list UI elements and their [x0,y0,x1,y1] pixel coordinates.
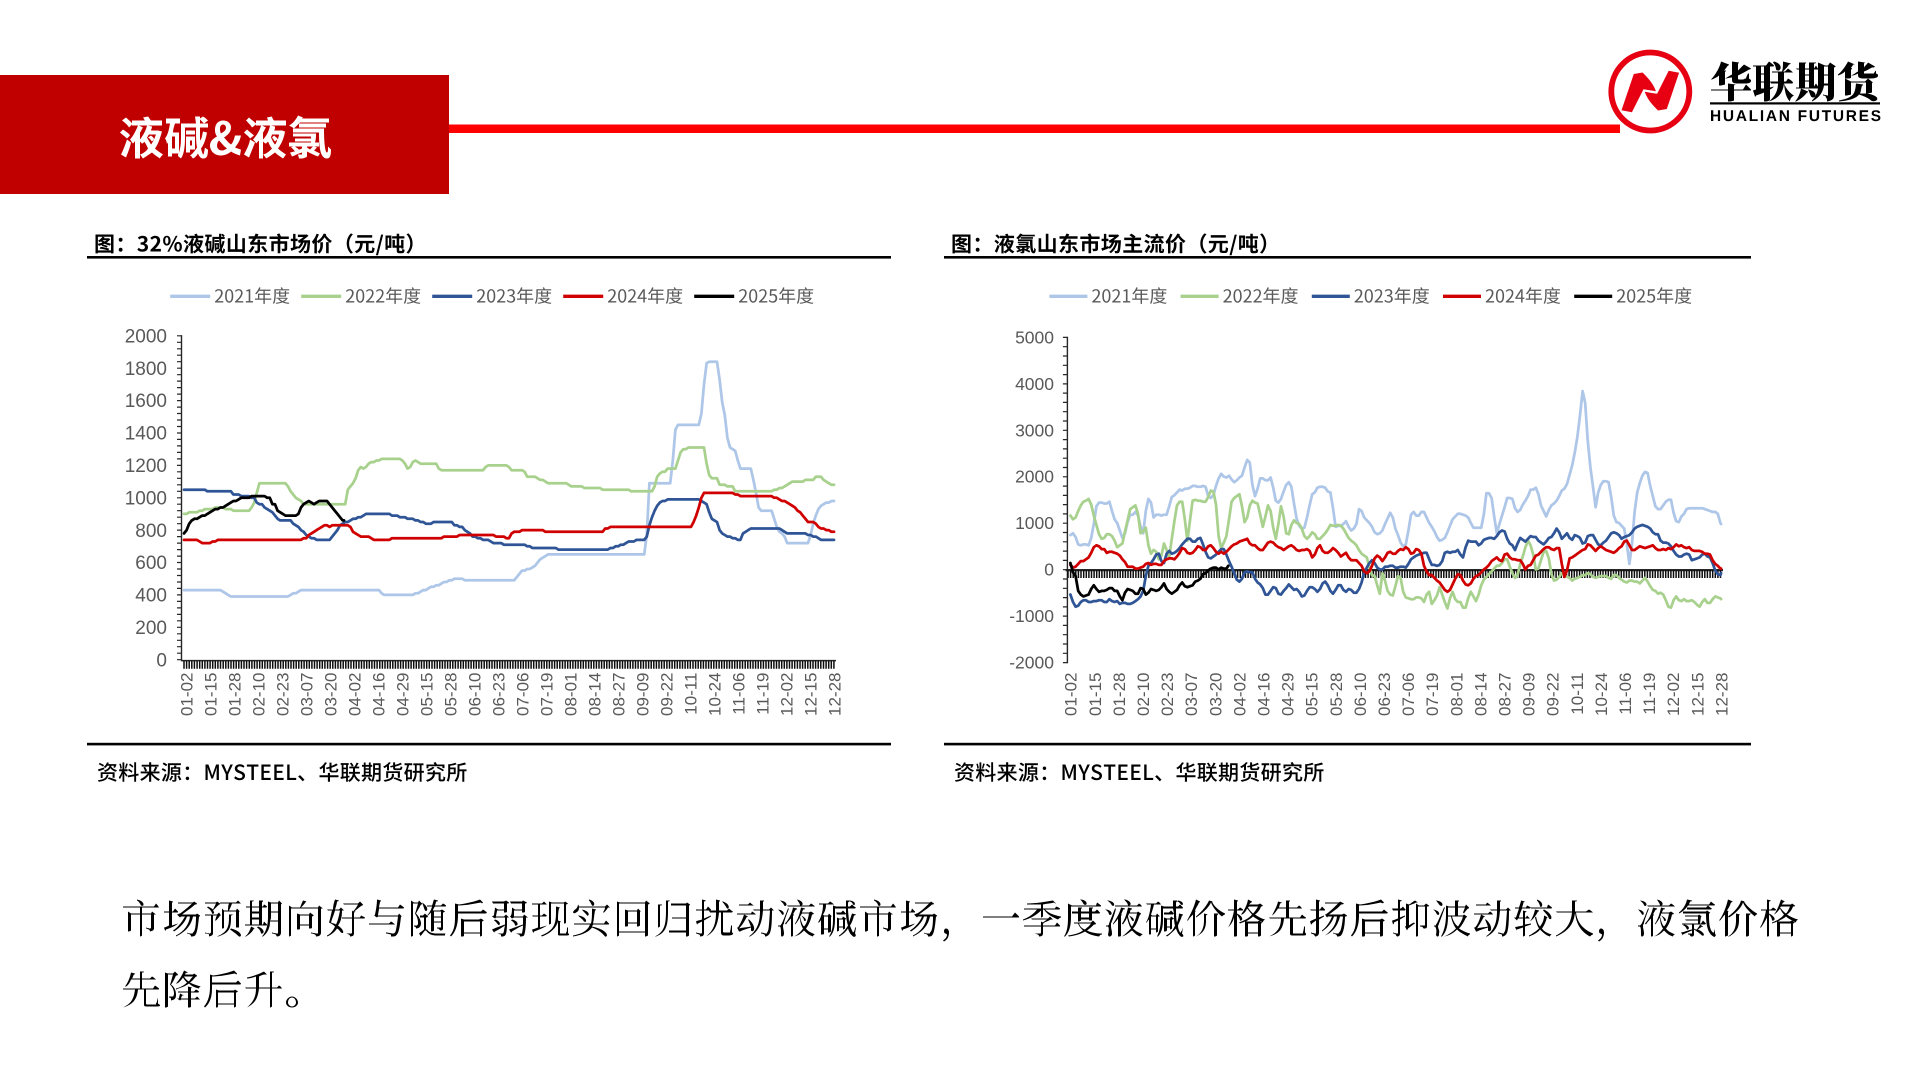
svg-text:06-10: 06-10 [465,673,484,716]
svg-text:1800: 1800 [125,359,167,380]
svg-text:02-10: 02-10 [249,673,268,716]
svg-text:01-15: 01-15 [201,673,220,716]
svg-text:1200: 1200 [125,456,167,477]
svg-text:03-07: 03-07 [297,673,316,716]
svg-text:10-24: 10-24 [705,673,724,716]
svg-text:07-19: 07-19 [537,673,556,716]
svg-text:04-16: 04-16 [1255,673,1274,716]
svg-text:12-28: 12-28 [825,673,844,716]
svg-text:12-02: 12-02 [777,673,796,716]
svg-text:1000: 1000 [1015,513,1054,533]
svg-text:08-01: 08-01 [561,673,580,716]
svg-text:11-19: 11-19 [1640,673,1659,715]
svg-text:-1000: -1000 [1009,606,1054,626]
svg-text:-2000: -2000 [1009,653,1054,673]
svg-text:0: 0 [1044,560,1054,580]
svg-text:01-28: 01-28 [225,673,244,716]
svg-text:03-07: 03-07 [1182,673,1201,716]
svg-text:09-09: 09-09 [633,673,652,716]
svg-text:08-01: 08-01 [1447,673,1466,716]
svg-text:07-19: 07-19 [1423,673,1442,716]
svg-text:06-23: 06-23 [1375,673,1394,716]
svg-text:04-02: 04-02 [1230,673,1249,716]
svg-text:01-28: 01-28 [1110,673,1129,716]
svg-text:11-06: 11-06 [729,673,748,715]
svg-text:2000: 2000 [1015,467,1054,487]
svg-text:0: 0 [156,650,167,671]
svg-text:12-02: 12-02 [1664,673,1683,716]
svg-text:400: 400 [135,586,167,607]
svg-text:05-15: 05-15 [1303,673,1322,716]
svg-text:10-11: 10-11 [681,673,700,715]
svg-text:09-09: 09-09 [1520,673,1539,716]
svg-text:03-20: 03-20 [1206,673,1225,716]
svg-text:08-14: 08-14 [1471,673,1490,716]
svg-text:1600: 1600 [125,391,167,412]
svg-text:07-06: 07-06 [513,673,532,716]
svg-text:12-28: 12-28 [1712,673,1731,716]
svg-text:4000: 4000 [1015,374,1054,394]
svg-text:06-23: 06-23 [489,673,508,716]
svg-text:08-27: 08-27 [609,673,628,716]
svg-text:200: 200 [135,618,167,639]
svg-text:1000: 1000 [125,488,167,509]
svg-text:04-29: 04-29 [1279,673,1298,716]
svg-text:06-10: 06-10 [1351,673,1370,716]
svg-text:05-15: 05-15 [417,673,436,716]
svg-text:12-15: 12-15 [1688,673,1707,716]
svg-text:08-14: 08-14 [585,673,604,716]
svg-text:800: 800 [135,521,167,542]
svg-text:12-15: 12-15 [801,673,820,716]
svg-text:5000: 5000 [1015,327,1054,347]
svg-text:08-27: 08-27 [1496,673,1515,716]
svg-text:3000: 3000 [1015,420,1054,440]
svg-text:04-16: 04-16 [369,673,388,716]
svg-text:10-11: 10-11 [1568,673,1587,715]
svg-text:04-02: 04-02 [345,673,364,716]
svg-text:07-06: 07-06 [1399,673,1418,716]
svg-text:09-22: 09-22 [657,673,676,716]
svg-text:01-02: 01-02 [1062,673,1081,716]
svg-text:09-22: 09-22 [1544,673,1563,716]
svg-text:04-29: 04-29 [393,673,412,716]
svg-text:03-20: 03-20 [321,673,340,716]
svg-text:02-10: 02-10 [1134,673,1153,716]
svg-text:05-28: 05-28 [1327,673,1346,716]
svg-text:600: 600 [135,553,167,574]
svg-text:01-15: 01-15 [1086,673,1105,716]
svg-text:11-06: 11-06 [1616,673,1635,715]
svg-text:1400: 1400 [125,424,167,445]
svg-text:02-23: 02-23 [273,673,292,716]
svg-text:11-19: 11-19 [753,673,772,715]
svg-text:2000: 2000 [125,326,167,347]
svg-text:02-23: 02-23 [1158,673,1177,716]
svg-text:01-02: 01-02 [177,673,196,716]
svg-text:05-28: 05-28 [441,673,460,716]
svg-text:10-24: 10-24 [1592,673,1611,716]
